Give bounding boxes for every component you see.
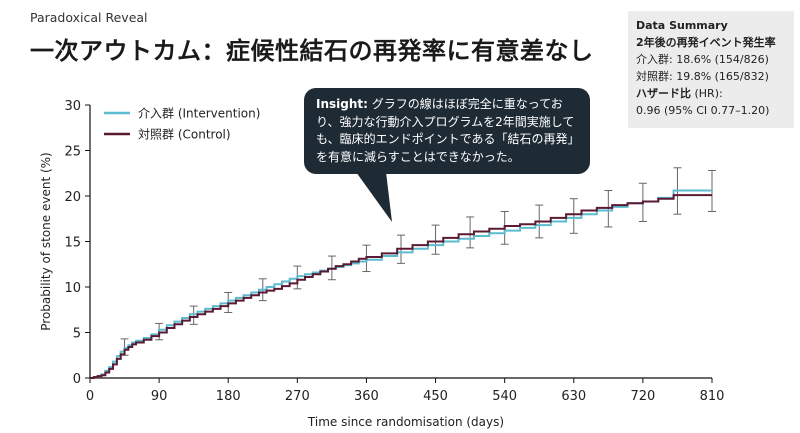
x-tick-label: 270: [285, 389, 310, 404]
y-tick-label: 25: [64, 145, 81, 160]
legend-label-intervention: 介入群 (Intervention): [138, 107, 260, 121]
y-tick-label: 5: [73, 327, 81, 342]
x-tick-label: 90: [151, 389, 168, 404]
x-tick-label: 450: [423, 389, 448, 404]
x-tick-label: 810: [700, 389, 725, 404]
summary-hr-label-suffix: (HR):: [691, 87, 723, 100]
y-axis-title: Probability of stone event (%): [39, 152, 53, 331]
summary-hr-value: 0.96 (95% CI 0.77–1.20): [636, 104, 770, 117]
summary-heading: Data Summary: [636, 19, 728, 32]
summary-subheading: 2年後の再発イベント発生率: [636, 36, 776, 49]
summary-intervention: 介入群: 18.6% (154/826): [636, 53, 769, 66]
x-tick-label: 180: [216, 389, 241, 404]
y-tick-label: 10: [64, 281, 81, 296]
summary-hr-label: ハザード比 (HR):: [636, 85, 786, 102]
y-tick-label: 15: [64, 236, 81, 251]
eyebrow-label: Paradoxical Reveal: [30, 10, 148, 25]
insight-text: グラフの線はほぼ完全に重なっており、強力な行動介入プログラムを2年間実施しても、…: [316, 97, 575, 164]
x-tick-label: 360: [354, 389, 379, 404]
x-tick-label: 540: [492, 389, 517, 404]
y-tick-label: 0: [73, 372, 81, 387]
callout-pointer-shape: [356, 172, 392, 222]
x-axis-title: Time since randomisation (days): [307, 415, 504, 429]
summary-hr-label-bold: ハザード比: [636, 87, 691, 100]
insight-callout: Insight: グラフの線はほぼ完全に重なっており、強力な行動介入プログラムを…: [304, 88, 590, 174]
insight-lead: Insight:: [316, 97, 368, 111]
summary-control: 対照群: 19.8% (165/832): [636, 70, 769, 83]
y-tick-label: 30: [64, 99, 81, 114]
y-tick-label: 20: [64, 190, 81, 205]
series-line-control: [90, 194, 712, 379]
page-title: 一次アウトカム：症候性結石の再発率に有意差なし: [30, 37, 594, 65]
x-tick-label: 630: [561, 389, 586, 404]
data-summary-panel: Data Summary 2年後の再発イベント発生率 介入群: 18.6% (1…: [628, 11, 794, 128]
x-tick-label: 720: [630, 389, 655, 404]
legend-label-control: 対照群 (Control): [138, 128, 231, 142]
x-tick-label: 0: [86, 389, 94, 404]
